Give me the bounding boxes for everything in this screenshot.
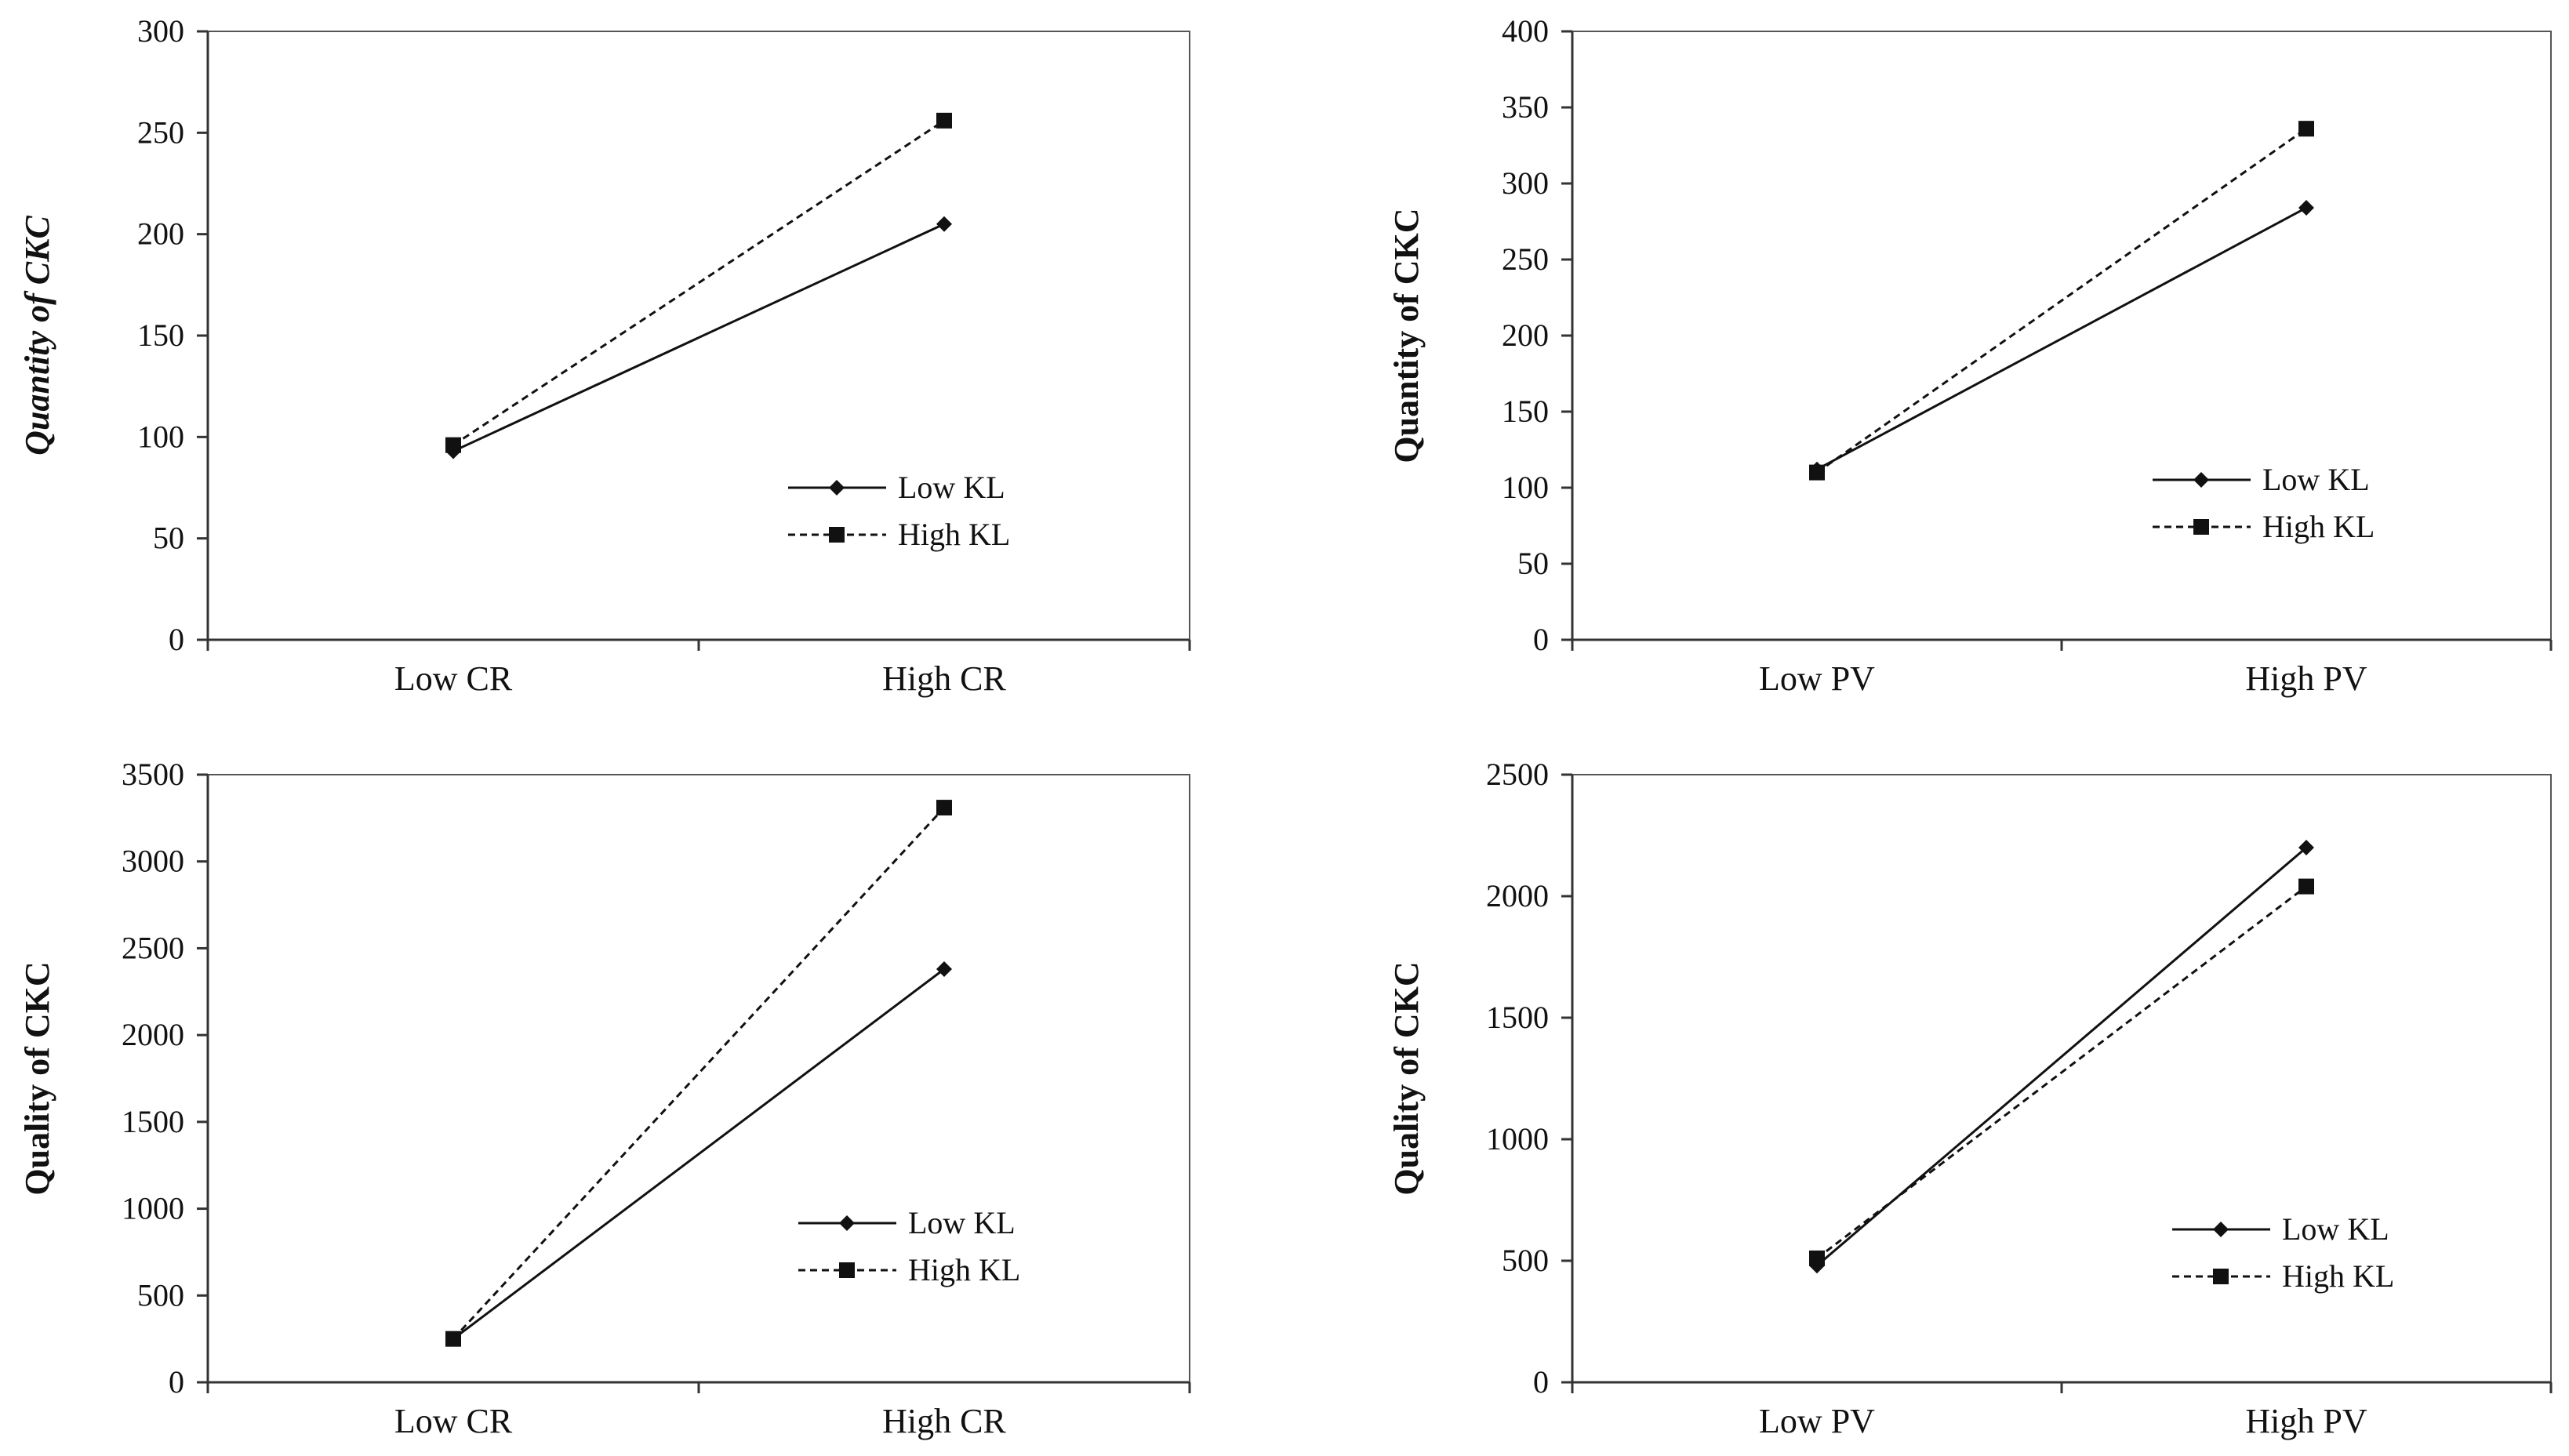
- y-tick-label: 0: [169, 1364, 184, 1400]
- y-axis-title: Quantity of CKC: [18, 216, 56, 456]
- legend-label: Low KL: [2282, 1211, 2389, 1247]
- plot-area: [207, 31, 1190, 641]
- series-line-low-kl: [1816, 846, 2307, 1267]
- series-line-high-kl: [1816, 127, 2307, 474]
- y-tick-label: 2500: [122, 930, 184, 965]
- plot-area: [1572, 774, 2552, 1383]
- y-tick-label: 100: [137, 419, 184, 454]
- y-tick-label: 300: [1502, 165, 1549, 201]
- x-tick-label: Low CR: [394, 659, 513, 698]
- y-tick-label: 300: [137, 13, 184, 49]
- y-tick-label: 1500: [122, 1104, 184, 1139]
- y-tick-label: 150: [137, 318, 184, 353]
- data-point-high-kl: [2298, 878, 2314, 895]
- y-tick-label: 0: [169, 622, 184, 657]
- legend-marker: [2193, 519, 2209, 535]
- y-tick-label: 250: [137, 114, 184, 150]
- y-tick-label: 400: [1502, 13, 1549, 49]
- y-tick-label: 50: [1517, 546, 1549, 581]
- y-axis-title: Quality of CKC: [18, 961, 56, 1195]
- y-tick-label: 1000: [1486, 1121, 1549, 1156]
- legend: Low KL High KL: [2172, 1211, 2394, 1294]
- plot-area: [207, 774, 1190, 1383]
- series-line-high-kl: [452, 807, 946, 1340]
- data-point-low-kl: [2298, 840, 2314, 855]
- y-tick-label: 250: [1502, 241, 1549, 277]
- legend-marker: [829, 480, 845, 496]
- legend-label: Low KL: [898, 470, 1005, 505]
- legend: Low KL High KL: [798, 1205, 1020, 1287]
- data-point-high-kl: [936, 112, 952, 129]
- series-line-low-kl: [1816, 206, 2307, 471]
- legend-marker: [2193, 472, 2209, 488]
- y-tick-label: 0: [1533, 622, 1549, 657]
- chart-3: 0 500 1000 1500 2000 2500 3000 3500 Low CR High C…: [18, 757, 1191, 1440]
- chart-1: 0 50 100 150 200 250 300 Low CR High CR Quantity …: [18, 13, 1191, 698]
- y-tick-label: 2500: [1486, 757, 1549, 792]
- legend-marker: [839, 1215, 855, 1231]
- x-tick-label: High CR: [882, 659, 1006, 698]
- x-tick-label: Low PV: [1759, 1402, 1875, 1440]
- y-tick-label: 1500: [1486, 1000, 1549, 1035]
- y-axis-title: Quantity of CKC: [1387, 208, 1426, 463]
- y-tick-label: 150: [1502, 394, 1549, 429]
- legend-marker: [2213, 1222, 2229, 1237]
- y-tick-label: 200: [137, 216, 184, 252]
- legend-label: Low KL: [2262, 462, 2370, 497]
- data-point-high-kl: [936, 800, 952, 816]
- legend-marker: [839, 1262, 855, 1278]
- legend-label: High KL: [2282, 1258, 2394, 1294]
- chart-4: 0 500 1000 1500 2000 2500 Low PV High PV Quality…: [1387, 757, 2553, 1440]
- data-point-high-kl: [445, 437, 461, 453]
- plot-area: [1572, 31, 2552, 641]
- x-tick-label: High PV: [2245, 1402, 2367, 1440]
- data-point-low-kl: [936, 216, 952, 232]
- legend: Low KL High KL: [2153, 462, 2375, 544]
- y-tick-label: 350: [1502, 89, 1549, 125]
- legend-marker: [2213, 1269, 2229, 1284]
- data-point-high-kl: [445, 1331, 461, 1347]
- data-point-high-kl: [1809, 1250, 1825, 1266]
- x-tick-label: Low CR: [394, 1402, 513, 1440]
- y-tick-label: 0: [1533, 1364, 1549, 1400]
- y-tick-label: 100: [1502, 470, 1549, 505]
- legend-label: Low KL: [908, 1205, 1016, 1240]
- x-tick-label: High PV: [2245, 659, 2367, 698]
- y-tick-label: 500: [1502, 1243, 1549, 1278]
- data-point-low-kl: [2298, 200, 2314, 216]
- y-tick-label: 2000: [1486, 878, 1549, 913]
- y-tick-label: 3500: [122, 757, 184, 792]
- chart-2: 0 50 100 150 200 250 300 350 400 Low PV High PV Qua…: [1387, 13, 2553, 698]
- y-tick-label: 200: [1502, 318, 1549, 353]
- y-tick-label: 500: [137, 1277, 184, 1313]
- y-tick-label: 3000: [122, 844, 184, 879]
- y-tick-label: 1000: [122, 1191, 184, 1226]
- x-tick-label: Low PV: [1759, 659, 1875, 698]
- data-point-high-kl: [1809, 464, 1825, 481]
- series-line-low-kl: [452, 223, 945, 452]
- y-tick-label: 2000: [122, 1017, 184, 1052]
- series-line-high-kl: [1816, 885, 2307, 1260]
- legend-marker: [829, 527, 845, 543]
- legend: Low KL High KL: [788, 470, 1010, 552]
- legend-label: High KL: [898, 517, 1010, 552]
- legend-label: High KL: [2262, 509, 2375, 544]
- x-tick-label: High CR: [882, 1402, 1006, 1440]
- y-axis-title: Quality of CKC: [1387, 961, 1426, 1195]
- data-point-high-kl: [2298, 121, 2314, 137]
- series-line-high-kl: [452, 119, 945, 446]
- legend-label: High KL: [908, 1252, 1020, 1287]
- y-tick-label: 50: [153, 521, 184, 556]
- series-line-low-kl: [452, 968, 945, 1340]
- data-point-low-kl: [936, 961, 952, 977]
